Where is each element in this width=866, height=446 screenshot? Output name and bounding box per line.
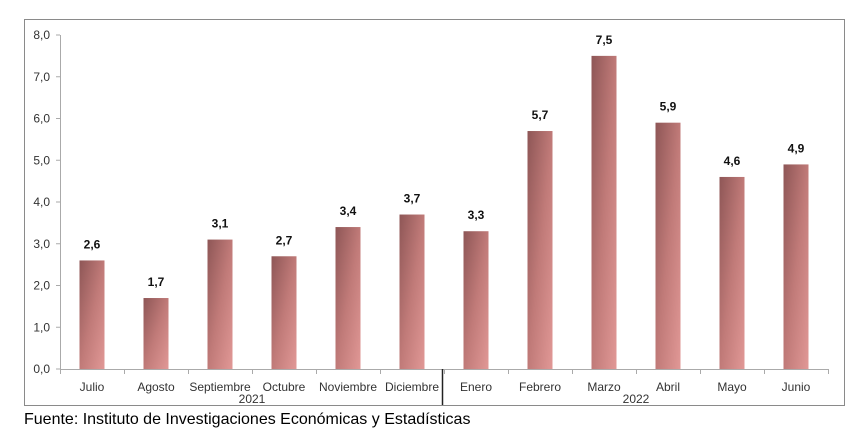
- y-tick-label: 3,0: [33, 237, 50, 251]
- data-label: 2,6: [84, 237, 101, 251]
- y-tick-label: 0,0: [33, 362, 50, 376]
- data-label: 3,4: [340, 204, 357, 218]
- y-tick-label: 5,0: [33, 153, 50, 167]
- bar-mayo: [719, 176, 745, 369]
- bar-marzo: [591, 55, 617, 369]
- data-label: 2,7: [276, 233, 293, 247]
- data-label: 4,6: [724, 154, 741, 168]
- bar-abril: [655, 122, 681, 369]
- y-tick-label: 4,0: [33, 195, 50, 209]
- bar-junio: [783, 164, 809, 369]
- bar-diciembre: [399, 214, 425, 369]
- bar-julio: [79, 260, 105, 369]
- x-tick-label: Diciembre: [385, 380, 439, 394]
- y-tick-label: 8,0: [33, 28, 50, 42]
- data-label: 4,9: [788, 141, 805, 155]
- x-tick-label: Julio: [80, 380, 105, 394]
- y-tick-label: 1,0: [33, 320, 50, 334]
- x-tick-label: Mayo: [717, 380, 747, 394]
- bar-agosto: [143, 298, 169, 369]
- data-label: 5,7: [532, 108, 549, 122]
- x-tick-label: Septiembre: [189, 380, 251, 394]
- data-label: 5,9: [660, 100, 677, 114]
- data-label: 3,3: [468, 208, 485, 222]
- x-tick-label: Octubre: [263, 380, 306, 394]
- y-tick-label: 2,0: [33, 279, 50, 293]
- bar-noviembre: [335, 227, 361, 369]
- bar-octubre: [271, 256, 297, 369]
- group-label: 2021: [239, 392, 266, 406]
- y-tick-label: 7,0: [33, 70, 50, 84]
- x-tick-label: Noviembre: [319, 380, 377, 394]
- x-tick-label: Agosto: [137, 380, 175, 394]
- bar-febrero: [527, 131, 553, 369]
- y-tick-label: 6,0: [33, 112, 50, 126]
- source-note: Fuente: Instituto de Investigaciones Eco…: [24, 411, 471, 428]
- x-tick-label: Marzo: [587, 380, 621, 394]
- bar-septiembre: [207, 239, 233, 369]
- data-label: 1,7: [148, 275, 165, 289]
- bar-enero: [463, 231, 489, 369]
- group-label: 2022: [623, 392, 650, 406]
- data-label: 7,5: [596, 33, 613, 47]
- x-tick-label: Junio: [782, 380, 811, 394]
- x-tick-label: Abril: [656, 380, 680, 394]
- x-tick-label: Enero: [460, 380, 492, 394]
- x-tick-label: Febrero: [519, 380, 561, 394]
- data-label: 3,1: [212, 217, 229, 231]
- data-label: 3,7: [404, 192, 421, 206]
